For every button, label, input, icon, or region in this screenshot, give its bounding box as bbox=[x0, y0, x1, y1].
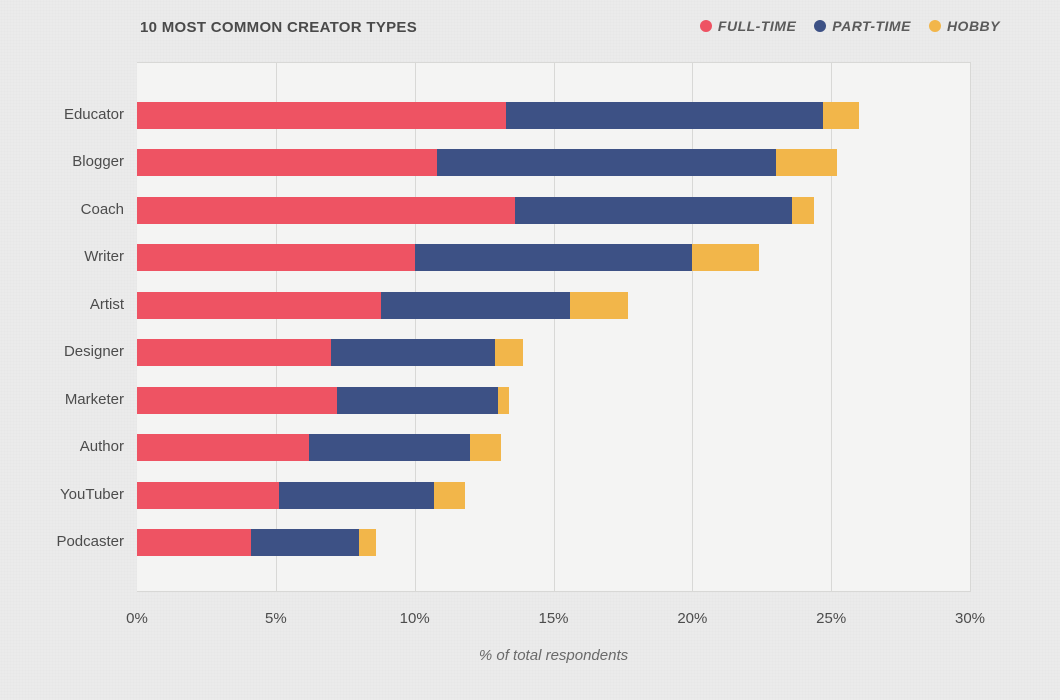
bar-segment-full-time bbox=[137, 339, 331, 366]
bar-row bbox=[137, 149, 837, 176]
legend-swatch-icon bbox=[814, 20, 826, 32]
x-tick-label: 5% bbox=[265, 610, 287, 627]
bar-segment-part-time bbox=[337, 387, 498, 414]
chart-title: 10 MOST COMMON CREATOR TYPES bbox=[140, 19, 417, 36]
y-tick-label: Coach bbox=[81, 201, 124, 218]
bar-segment-hobby bbox=[776, 149, 837, 176]
gridline bbox=[831, 63, 832, 591]
bar-segment-hobby bbox=[498, 387, 509, 414]
bar-segment-part-time bbox=[331, 339, 495, 366]
bar-segment-hobby bbox=[570, 292, 628, 319]
bar-row bbox=[137, 482, 465, 509]
x-tick-label: 0% bbox=[126, 610, 148, 627]
bar-segment-hobby bbox=[792, 197, 814, 224]
x-tick-label: 10% bbox=[400, 610, 430, 627]
bar-segment-part-time bbox=[515, 197, 793, 224]
y-tick-label: Educator bbox=[64, 106, 124, 123]
y-tick-label: Designer bbox=[64, 343, 124, 360]
bar-segment-full-time bbox=[137, 102, 506, 129]
bar-segment-full-time bbox=[137, 434, 309, 461]
bar-segment-hobby bbox=[470, 434, 501, 461]
legend-swatch-icon bbox=[929, 20, 941, 32]
bar-segment-hobby bbox=[434, 482, 465, 509]
bar-segment-full-time bbox=[137, 529, 251, 556]
bar-segment-part-time bbox=[506, 102, 823, 129]
legend-item: HOBBY bbox=[929, 18, 1000, 34]
bar-row bbox=[137, 292, 628, 319]
x-axis-label: % of total respondents bbox=[479, 647, 628, 664]
bar-segment-part-time bbox=[279, 482, 434, 509]
bar-row bbox=[137, 244, 759, 271]
bar-segment-full-time bbox=[137, 149, 437, 176]
bar-row bbox=[137, 387, 509, 414]
bar-segment-full-time bbox=[137, 244, 415, 271]
x-tick-label: 25% bbox=[816, 610, 846, 627]
bar-segment-full-time bbox=[137, 197, 515, 224]
gridline bbox=[692, 63, 693, 591]
legend-item: PART-TIME bbox=[814, 18, 911, 34]
bar-row bbox=[137, 339, 523, 366]
y-tick-label: Artist bbox=[90, 296, 124, 313]
legend-swatch-icon bbox=[700, 20, 712, 32]
x-tick-label: 20% bbox=[677, 610, 707, 627]
bar-segment-part-time bbox=[437, 149, 776, 176]
bar-row bbox=[137, 102, 859, 129]
plot-area bbox=[137, 62, 971, 592]
y-tick-label: Blogger bbox=[72, 153, 124, 170]
y-tick-label: Writer bbox=[84, 248, 124, 265]
bar-segment-full-time bbox=[137, 292, 381, 319]
bar-segment-hobby bbox=[692, 244, 759, 271]
bar-segment-part-time bbox=[415, 244, 693, 271]
gridline bbox=[276, 63, 277, 591]
legend-label: HOBBY bbox=[947, 18, 1000, 34]
y-tick-label: Marketer bbox=[65, 391, 124, 408]
legend-item: FULL-TIME bbox=[700, 18, 796, 34]
x-tick-label: 30% bbox=[955, 610, 985, 627]
gridline bbox=[415, 63, 416, 591]
legend: FULL-TIME PART-TIME HOBBY bbox=[700, 18, 1000, 34]
bar-row bbox=[137, 529, 376, 556]
bar-segment-full-time bbox=[137, 482, 279, 509]
y-tick-label: YouTuber bbox=[60, 486, 124, 503]
y-tick-label: Author bbox=[80, 438, 124, 455]
bar-segment-part-time bbox=[251, 529, 359, 556]
bar-segment-hobby bbox=[823, 102, 859, 129]
y-tick-label: Podcaster bbox=[56, 533, 124, 550]
legend-label: FULL-TIME bbox=[718, 18, 796, 34]
bar-row bbox=[137, 197, 814, 224]
bar-row bbox=[137, 434, 501, 461]
bar-segment-part-time bbox=[309, 434, 470, 461]
bar-segment-full-time bbox=[137, 387, 337, 414]
x-tick-label: 15% bbox=[538, 610, 568, 627]
bar-segment-hobby bbox=[495, 339, 523, 366]
bar-segment-hobby bbox=[359, 529, 376, 556]
gridline bbox=[554, 63, 555, 591]
legend-label: PART-TIME bbox=[832, 18, 911, 34]
bar-segment-part-time bbox=[381, 292, 570, 319]
